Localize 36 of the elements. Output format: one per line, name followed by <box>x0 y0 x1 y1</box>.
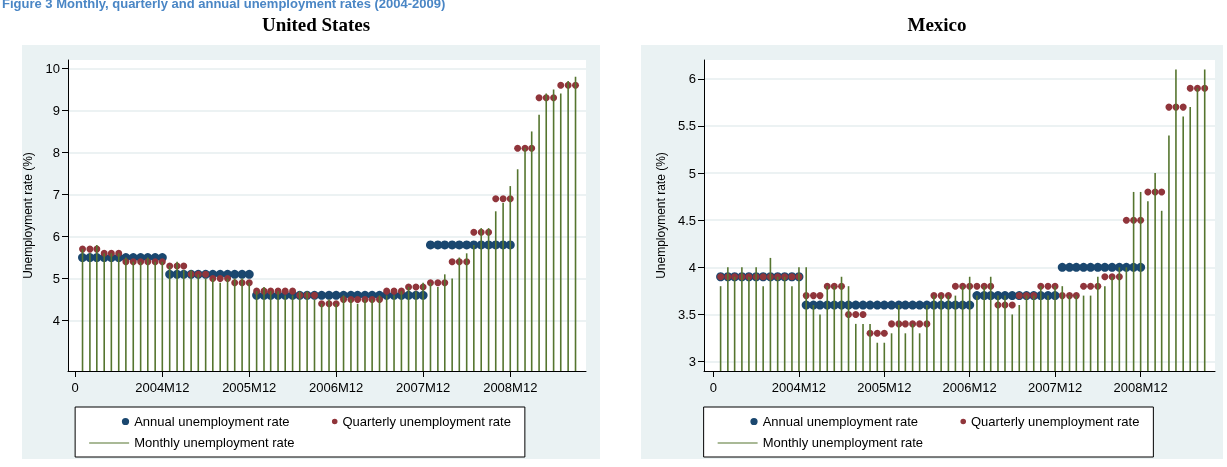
y-tick-label: 3.5 <box>677 306 696 322</box>
chart-title: Mexico <box>907 14 967 35</box>
y-axis-title: Unemployment rate (%) <box>21 152 35 279</box>
y-tick-label: 4 <box>688 259 696 275</box>
y-tick-label: 10 <box>45 60 60 76</box>
legend-label: Quarterly unemployment rate <box>971 414 1140 429</box>
y-tick-label: 4 <box>52 313 60 329</box>
legend-label: Monthly unemployment rate <box>762 435 924 450</box>
y-tick-label: 6 <box>52 229 60 245</box>
y-tick-label: 5.5 <box>677 118 696 134</box>
x-tick-label: 0 <box>709 380 717 395</box>
x-tick-label: 2005M12 <box>222 380 277 395</box>
x-tick-label: 2008M12 <box>483 380 538 395</box>
y-tick-label: 6 <box>688 71 696 87</box>
x-tick-label: 2007M12 <box>395 380 451 395</box>
x-tick-label: 0 <box>71 380 79 395</box>
legend-label: Quarterly unemployment rate <box>342 414 511 429</box>
x-tick-label: 2005M12 <box>857 380 912 395</box>
y-tick-label: 8 <box>52 144 60 160</box>
y-tick-label: 9 <box>52 102 60 118</box>
y-tick-label: 3 <box>688 354 696 370</box>
legend-label: Annual unemployment rate <box>134 414 290 429</box>
legend-label: Monthly unemployment rate <box>134 435 295 450</box>
x-tick-label: 2004M12 <box>771 380 827 395</box>
x-tick-label: 2007M12 <box>1027 380 1083 395</box>
x-tick-label: 2008M12 <box>1113 380 1168 395</box>
y-tick-label: 5 <box>688 165 696 181</box>
legend-label: Annual unemployment rate <box>762 414 919 429</box>
x-tick-label: 2006M12 <box>309 380 364 395</box>
x-tick-label: 2004M12 <box>135 380 190 395</box>
y-tick-label: 7 <box>52 186 60 202</box>
y-tick-label: 4.5 <box>677 212 696 228</box>
y-axis-title: Unemployment rate (%) <box>654 152 669 279</box>
x-tick-label: 2006M12 <box>942 380 997 395</box>
y-tick-label: 5 <box>52 271 60 287</box>
chart-title: United States <box>261 14 371 35</box>
